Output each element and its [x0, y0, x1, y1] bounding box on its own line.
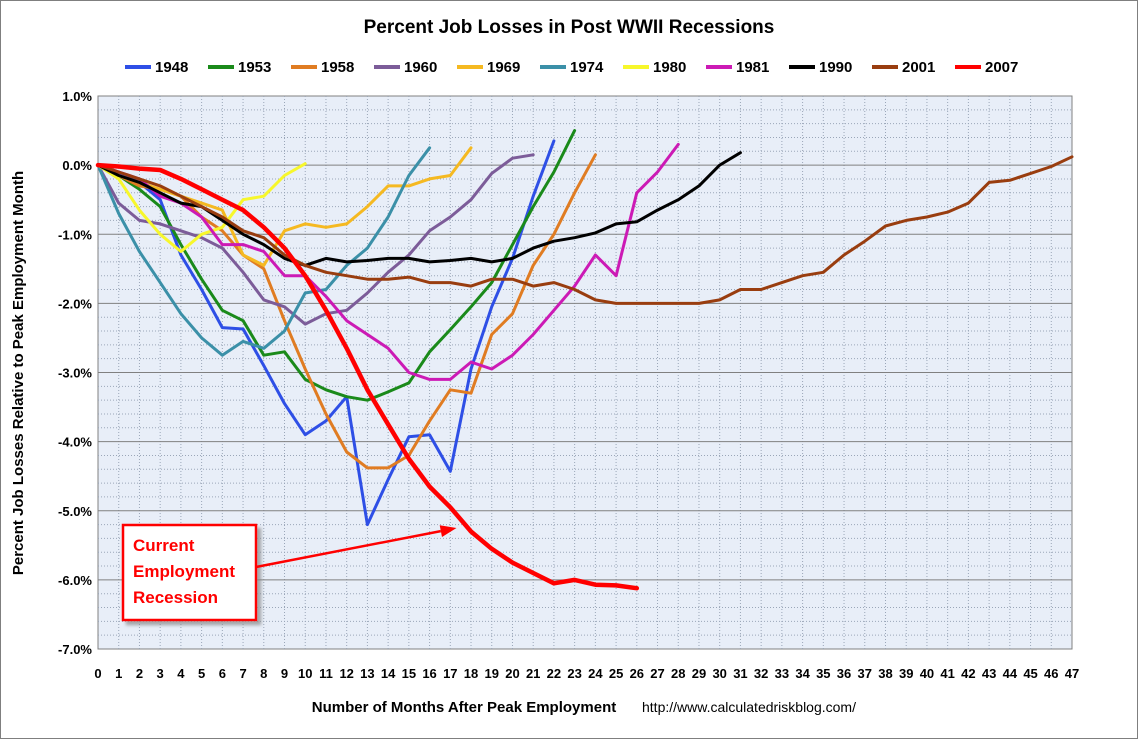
- legend: 1948 1953 1958 1960 1969 1974 1980 1981 1990 2001…: [125, 59, 1018, 76]
- x-tick-label: 47: [1065, 666, 1079, 681]
- x-tick-label: 40: [920, 666, 934, 681]
- x-tick-label: 38: [878, 666, 892, 681]
- x-tick-label: 46: [1044, 666, 1058, 681]
- series-line-1948: [96, 139, 556, 527]
- x-tick-label: 23: [567, 666, 581, 681]
- x-tick-label: 29: [692, 666, 706, 681]
- callout-arrowhead: [439, 525, 457, 537]
- y-tick-label: -3.0%: [58, 366, 92, 381]
- legend-label-1981: 1981: [736, 59, 769, 76]
- x-tick-label: 30: [712, 666, 726, 681]
- chart-title: Percent Job Losses in Post WWII Recessio…: [364, 17, 775, 38]
- x-tick-label: 17: [443, 666, 457, 681]
- x-tick-label: 27: [650, 666, 664, 681]
- callout-line-2: Employment: [133, 562, 235, 581]
- y-axis-tick-labels: 1.0% 0.0% -1.0% -2.0% -3.0% -4.0% -5.0% -6.0% -7…: [58, 89, 92, 657]
- series-line-2001: [96, 155, 1074, 305]
- x-tick-label: 14: [381, 666, 396, 681]
- x-tick-label: 4: [177, 666, 185, 681]
- x-tick-label: 6: [219, 666, 226, 681]
- x-tick-label: 22: [547, 666, 561, 681]
- x-tick-label: 21: [526, 666, 540, 681]
- x-tick-label: 31: [733, 666, 747, 681]
- y-tick-label: -1.0%: [58, 227, 92, 242]
- x-tick-label: 2: [136, 666, 143, 681]
- legend-label-1980: 1980: [653, 59, 686, 76]
- callout-line-3: Recession: [133, 588, 218, 607]
- x-tick-label: 39: [899, 666, 913, 681]
- x-tick-label: 42: [961, 666, 975, 681]
- x-tick-label: 3: [157, 666, 164, 681]
- series-line-1953: [96, 129, 577, 402]
- x-tick-label: 32: [754, 666, 768, 681]
- x-tick-label: 35: [816, 666, 830, 681]
- legend-label-1958: 1958: [321, 59, 354, 76]
- x-tick-label: 19: [485, 666, 499, 681]
- series-lines: [95, 129, 1074, 591]
- x-tick-label: 10: [298, 666, 312, 681]
- x-tick-label: 34: [795, 666, 810, 681]
- legend-label-2001: 2001: [902, 59, 935, 76]
- series-line-2007: [95, 162, 640, 591]
- x-tick-label: 8: [260, 666, 267, 681]
- x-tick-label: 1: [115, 666, 122, 681]
- x-tick-label: 15: [402, 666, 416, 681]
- series-line-1980: [96, 162, 307, 253]
- x-tick-label: 26: [630, 666, 644, 681]
- y-tick-label: 0.0%: [62, 158, 92, 173]
- x-tick-label: 36: [837, 666, 851, 681]
- x-tick-label: 43: [982, 666, 996, 681]
- legend-label-1974: 1974: [570, 59, 604, 76]
- series-line-1969: [96, 146, 473, 267]
- x-tick-label: 9: [281, 666, 288, 681]
- x-tick-label: 41: [940, 666, 954, 681]
- x-tick-label: 37: [858, 666, 872, 681]
- legend-label-1969: 1969: [487, 59, 520, 76]
- legend-label-2007: 2007: [985, 59, 1018, 76]
- series-line-1974: [96, 146, 432, 357]
- x-tick-label: 5: [198, 666, 205, 681]
- x-axis-tick-labels: 0 1 2 3 4 5 6 7 8 9 10 11 12 13 14 15 16 17 18 19 20 21 22 23 24…: [94, 666, 1079, 681]
- x-axis-label: Number of Months After Peak Employment: [312, 699, 616, 716]
- series-line-1960: [96, 153, 535, 326]
- callout-annotation: Current Employment Recession: [121, 523, 457, 622]
- y-tick-label: -7.0%: [58, 642, 92, 657]
- x-tick-label: 13: [360, 666, 374, 681]
- callout-box: [121, 523, 258, 622]
- x-tick-label: 0: [94, 666, 101, 681]
- x-tick-label: 25: [609, 666, 623, 681]
- y-tick-label: -2.0%: [58, 296, 92, 311]
- x-tick-label: 7: [239, 666, 246, 681]
- y-tick-label: -5.0%: [58, 504, 92, 519]
- x-tick-label: 33: [775, 666, 789, 681]
- x-tick-label: 11: [319, 666, 333, 681]
- x-tick-label: 24: [588, 666, 603, 681]
- x-tick-label: 18: [464, 666, 478, 681]
- y-axis-label: Percent Job Losses Relative to Peak Empl…: [10, 171, 27, 575]
- source-url: http://www.calculatedriskblog.com/: [642, 699, 856, 715]
- legend-label-1990: 1990: [819, 59, 852, 76]
- series-line-1981: [96, 142, 680, 381]
- callout-line-1: Current: [133, 536, 195, 555]
- y-tick-label: -6.0%: [58, 573, 92, 588]
- x-tick-label: 44: [1003, 666, 1018, 681]
- y-tick-label: -4.0%: [58, 435, 92, 450]
- x-tick-label: 12: [339, 666, 353, 681]
- x-tick-label: 20: [505, 666, 519, 681]
- legend-label-1948: 1948: [155, 59, 188, 76]
- x-tick-label: 16: [422, 666, 436, 681]
- legend-label-1953: 1953: [238, 59, 271, 76]
- callout-arrow: [255, 529, 442, 569]
- legend-label-1960: 1960: [404, 59, 437, 76]
- x-tick-label: 28: [671, 666, 685, 681]
- x-tick-label: 45: [1023, 666, 1037, 681]
- y-tick-label: 1.0%: [62, 89, 92, 104]
